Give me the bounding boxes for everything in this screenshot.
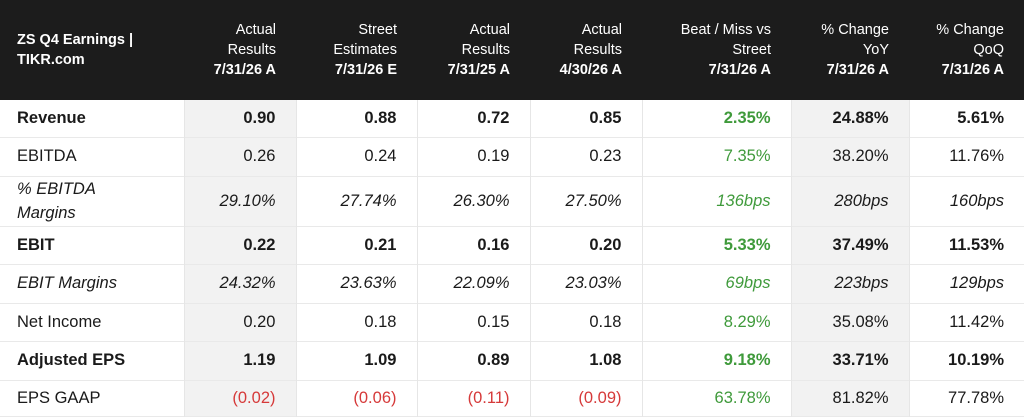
col-header-change-qoq: % Change QoQ 7/31/26 A — [936, 22, 1004, 78]
cell-beat-miss: 5.33% — [641, 226, 791, 264]
cell-prior-year: (0.11) — [416, 380, 530, 416]
cell-prior-year: 0.89 — [416, 341, 530, 380]
cell-estimate: 27.74% — [295, 176, 417, 226]
table-row-ebitda-margins: % EBITDA Margins 29.10% 27.74% 26.30% 27… — [0, 176, 1024, 226]
header-row: ZS Q4 Earnings | TIKR.com Actual Results… — [0, 0, 1024, 100]
cell-actual: 0.20 — [183, 303, 296, 341]
cell-prior-quarter: (0.09) — [529, 380, 642, 416]
cell-prior-year: 0.72 — [416, 100, 530, 137]
cell-actual: 0.22 — [183, 226, 296, 264]
cell-qoq: 77.78% — [908, 380, 1024, 416]
cell-prior-year: 22.09% — [416, 264, 530, 303]
cell-prior-quarter: 0.85 — [529, 100, 642, 137]
col-header-beat-miss: Beat / Miss vs Street 7/31/26 A — [680, 22, 771, 78]
cell-prior-quarter: 0.18 — [529, 303, 642, 341]
cell-qoq: 5.61% — [908, 100, 1024, 137]
cell-estimate: 0.18 — [295, 303, 417, 341]
cell-yoy: 280bps — [790, 176, 909, 226]
table-row-revenue: Revenue 0.90 0.88 0.72 0.85 2.35% 24.88%… — [0, 100, 1024, 137]
cell-actual: 0.90 — [183, 100, 296, 137]
table-title: ZS Q4 Earnings | TIKR.com — [17, 32, 134, 68]
col-header-actual-results-prior-quarter: Actual Results 4/30/26 A — [559, 22, 622, 78]
table-row-ebit: EBIT 0.22 0.21 0.16 0.20 5.33% 37.49% 11… — [0, 226, 1024, 264]
cell-prior-quarter: 0.23 — [529, 137, 642, 176]
cell-prior-quarter: 0.20 — [529, 226, 642, 264]
cell-beat-miss: 63.78% — [641, 380, 791, 416]
cell-estimate: (0.06) — [295, 380, 417, 416]
cell-yoy: 223bps — [790, 264, 909, 303]
row-label: % EBITDA Margins — [17, 180, 96, 222]
cell-beat-miss: 69bps — [641, 264, 791, 303]
cell-prior-year: 26.30% — [416, 176, 530, 226]
row-label: EBIT Margins — [17, 274, 117, 292]
cell-beat-miss: 7.35% — [641, 137, 791, 176]
cell-prior-year: 0.16 — [416, 226, 530, 264]
cell-beat-miss: 8.29% — [641, 303, 791, 341]
cell-qoq: 11.42% — [908, 303, 1024, 341]
cell-estimate: 23.63% — [295, 264, 417, 303]
row-label: EBIT — [17, 235, 55, 254]
table-row-eps-gaap: EPS GAAP (0.02) (0.06) (0.11) (0.09) 63.… — [0, 380, 1024, 416]
table-row-adjusted-eps: Adjusted EPS 1.19 1.09 0.89 1.08 9.18% 3… — [0, 341, 1024, 380]
cell-yoy: 33.71% — [790, 341, 909, 380]
cell-actual: 29.10% — [183, 176, 296, 226]
cell-qoq: 11.53% — [908, 226, 1024, 264]
row-label: Adjusted EPS — [17, 351, 126, 369]
cell-estimate: 1.09 — [295, 341, 417, 380]
cell-actual: 24.32% — [183, 264, 296, 303]
row-label: Net Income — [17, 312, 102, 331]
cell-yoy: 37.49% — [790, 226, 909, 264]
cell-yoy: 38.20% — [790, 137, 909, 176]
cell-actual: 0.26 — [183, 137, 296, 176]
cell-prior-quarter: 23.03% — [529, 264, 642, 303]
col-header-street-estimates: Street Estimates 7/31/26 E — [333, 22, 397, 78]
cell-prior-year: 0.15 — [416, 303, 530, 341]
cell-prior-quarter: 1.08 — [529, 341, 642, 380]
cell-beat-miss: 2.35% — [641, 100, 791, 137]
cell-qoq: 129bps — [908, 264, 1024, 303]
cell-beat-miss: 136bps — [641, 176, 791, 226]
table-row-ebit-margins: EBIT Margins 24.32% 23.63% 22.09% 23.03%… — [0, 264, 1024, 303]
cell-qoq: 11.76% — [908, 137, 1024, 176]
cell-qoq: 10.19% — [908, 341, 1024, 380]
cell-estimate: 0.24 — [295, 137, 417, 176]
cell-prior-year: 0.19 — [416, 137, 530, 176]
cell-yoy: 35.08% — [790, 303, 909, 341]
cell-estimate: 0.88 — [295, 100, 417, 137]
cell-yoy: 81.82% — [790, 380, 909, 416]
cell-estimate: 0.21 — [295, 226, 417, 264]
col-header-change-yoy: % Change YoY 7/31/26 A — [821, 22, 889, 78]
cell-prior-quarter: 27.50% — [529, 176, 642, 226]
row-label: EBITDA — [17, 147, 77, 165]
cell-beat-miss: 9.18% — [641, 341, 791, 380]
col-header-actual-results-prior-year: Actual Results 7/31/25 A — [447, 22, 510, 78]
cell-actual: 1.19 — [183, 341, 296, 380]
row-label: EPS GAAP — [17, 388, 101, 407]
cell-yoy: 24.88% — [790, 100, 909, 137]
table-row-ebitda: EBITDA 0.26 0.24 0.19 0.23 7.35% 38.20% … — [0, 137, 1024, 176]
cell-actual: (0.02) — [183, 380, 296, 416]
table-row-net-income: Net Income 0.20 0.18 0.15 0.18 8.29% 35.… — [0, 303, 1024, 341]
col-header-actual-results-current: Actual Results 7/31/26 A — [213, 22, 276, 78]
cell-qoq: 160bps — [908, 176, 1024, 226]
row-label: Revenue — [17, 108, 86, 127]
